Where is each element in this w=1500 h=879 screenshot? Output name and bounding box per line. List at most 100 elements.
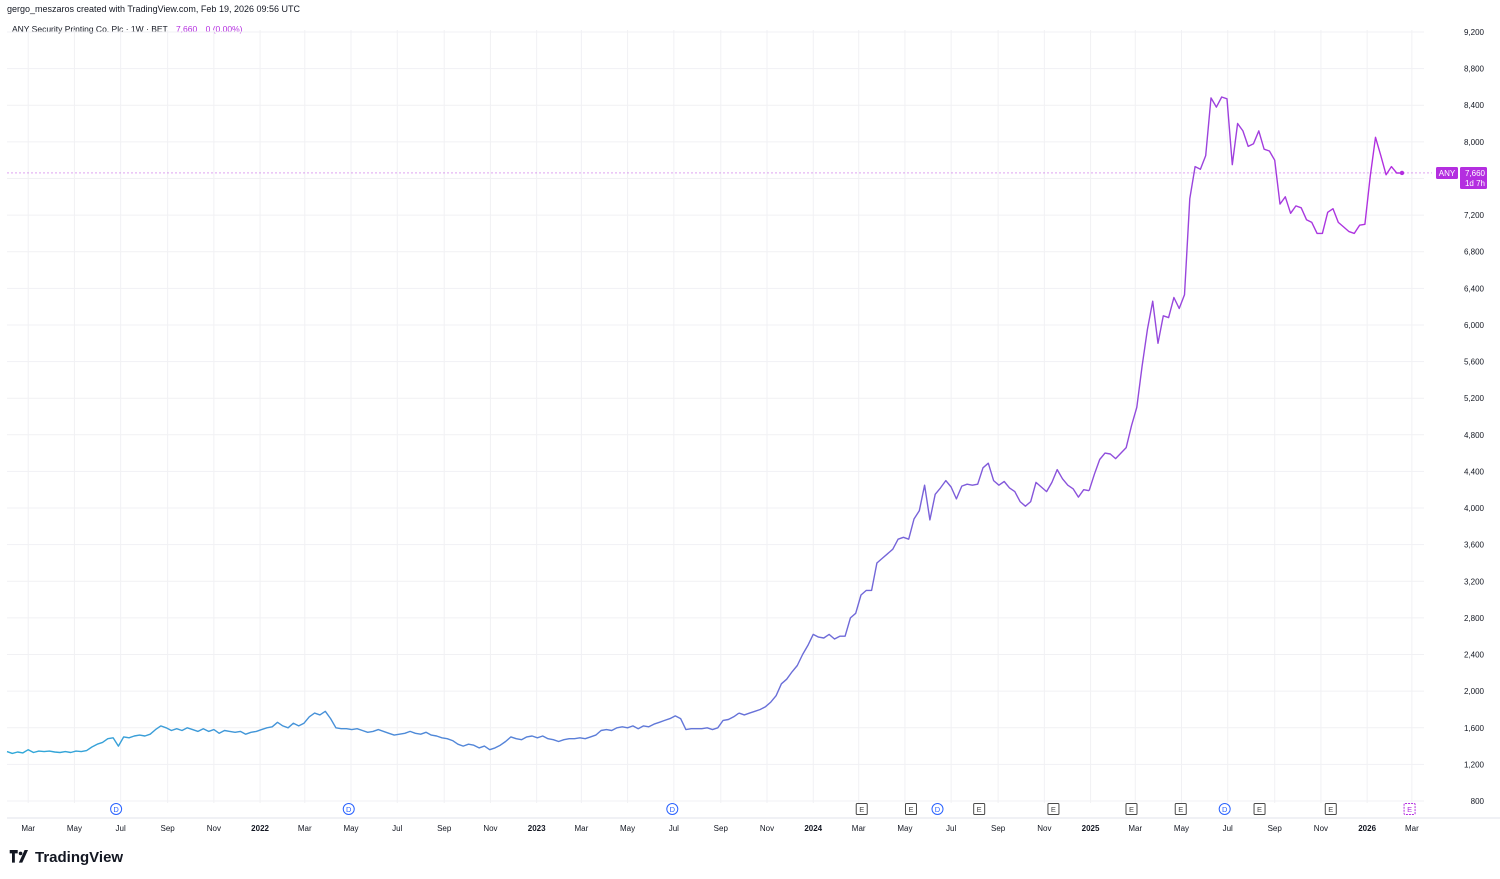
y-tick-label: 8,400	[1464, 101, 1485, 110]
price-axis[interactable]: 9,2008,8008,4008,0007,6007,2006,8006,400…	[1464, 28, 1485, 806]
earnings-marker[interactable]: E	[1125, 803, 1138, 815]
x-tick-label: Mar	[1405, 824, 1419, 833]
tradingview-logo-icon	[9, 849, 28, 863]
dividend-marker[interactable]: D	[931, 803, 944, 815]
x-tick-label: Sep	[991, 824, 1006, 833]
price-line	[6, 710, 740, 755]
x-tick-label: May	[67, 824, 82, 833]
y-tick-label: 2,000	[1464, 687, 1485, 696]
earnings-letter: E	[1257, 805, 1262, 814]
y-tick-label: 4,800	[1464, 431, 1485, 440]
earnings-icon	[1253, 803, 1266, 815]
dividend-letter: D	[670, 805, 676, 814]
x-tick-label: Mar	[1128, 824, 1142, 833]
earnings-letter: E	[1178, 805, 1183, 814]
x-tick-label: Sep	[1268, 824, 1283, 833]
x-tick-label: 2022	[251, 824, 269, 833]
earnings-letter: E	[977, 805, 982, 814]
x-tick-label: Mar	[852, 824, 866, 833]
earnings-marker[interactable]: E	[904, 803, 917, 815]
x-tick-label: Nov	[207, 824, 221, 833]
price-tag-value: 7,660	[1465, 169, 1486, 178]
time-axis[interactable]: Mar May Jul Sep Nov 2022 Mar May Jul Sep Nov 2023 Ma…	[7, 817, 1500, 833]
x-tick-label: May	[343, 824, 358, 833]
y-tick-label: 800	[1471, 797, 1485, 806]
y-tick-label: 6,400	[1464, 284, 1485, 293]
y-tick-label: 5,200	[1464, 394, 1485, 403]
y-tick-label: 3,600	[1464, 541, 1485, 550]
x-tick-label: May	[897, 824, 912, 833]
x-tick-label: Sep	[714, 824, 729, 833]
y-tick-label: 1,600	[1464, 724, 1485, 733]
earnings-marker[interactable]: E	[1174, 803, 1187, 815]
x-tick-label: Jul	[669, 824, 679, 833]
dividend-icon	[342, 803, 355, 815]
earnings-icon	[1324, 803, 1337, 815]
x-tick-label: Sep	[437, 824, 452, 833]
y-tick-label: 1,200	[1464, 760, 1485, 769]
dividend-marker[interactable]: D	[110, 803, 123, 815]
x-tick-label: Mar	[574, 824, 588, 833]
x-tick-label: Sep	[161, 824, 176, 833]
price-tag-countdown: 1d 7h	[1465, 179, 1485, 188]
y-tick-label: 2,400	[1464, 651, 1485, 660]
x-tick-label: 2023	[528, 824, 546, 833]
earnings-marker[interactable]: E	[973, 803, 986, 815]
earnings-marker[interactable]: E	[1047, 803, 1060, 815]
x-tick-label: 2024	[804, 824, 822, 833]
x-tick-label: Jul	[116, 824, 126, 833]
earnings-letter: E	[859, 805, 864, 814]
earnings-icon	[1125, 803, 1138, 815]
earnings-letter: E	[1407, 805, 1412, 814]
y-tick-label: 6,000	[1464, 321, 1485, 330]
price-line	[1088, 96, 1402, 491]
x-tick-label: May	[1174, 824, 1189, 833]
y-tick-label: 2,800	[1464, 614, 1485, 623]
dividend-icon	[931, 803, 944, 815]
y-tick-label: 6,800	[1464, 248, 1485, 257]
earnings-marker[interactable]: E	[855, 803, 868, 815]
earnings-marker[interactable]: E	[1253, 803, 1266, 815]
symbol-tag-label: ANY	[1439, 169, 1456, 178]
dividend-letter: D	[1222, 805, 1228, 814]
symbol-legend[interactable]: ANY Security Printing Co. Plc · 1W · BET…	[12, 24, 242, 34]
x-tick-label: Nov	[1037, 824, 1051, 833]
brand-name: TradingView	[35, 849, 124, 866]
earnings-icon	[973, 803, 986, 815]
earnings-icon	[1047, 803, 1060, 815]
dividend-marker[interactable]: D	[342, 803, 355, 815]
x-tick-label: Nov	[1314, 824, 1328, 833]
dividend-icon	[1218, 803, 1231, 815]
earnings-letter: E	[1051, 805, 1056, 814]
dividend-marker[interactable]: D	[1218, 803, 1231, 815]
x-tick-label: Nov	[760, 824, 774, 833]
dividend-marker[interactable]: D	[666, 803, 679, 815]
x-tick-label: 2025	[1082, 824, 1100, 833]
symbol-tag-bg	[1436, 166, 1458, 179]
x-tick-label: Jul	[392, 824, 402, 833]
earnings-icon	[1403, 803, 1416, 815]
chart-credit: gergo_meszaros created with TradingView.…	[7, 4, 300, 14]
x-tick-label: May	[620, 824, 635, 833]
dividend-letter: D	[113, 805, 119, 814]
dividend-letter: D	[935, 805, 941, 814]
x-tick-label: Mar	[298, 824, 312, 833]
dividend-icon	[666, 803, 679, 815]
y-tick-label: 8,000	[1464, 138, 1485, 147]
y-tick-label: 4,000	[1464, 504, 1485, 513]
tradingview-brand[interactable]: TradingView	[8, 849, 123, 866]
y-tick-label: 7,200	[1464, 211, 1485, 220]
earnings-marker[interactable]: E	[1403, 803, 1416, 815]
last-price-dot	[1399, 170, 1405, 176]
earnings-letter: E	[1328, 805, 1333, 814]
earnings-marker[interactable]: E	[1324, 803, 1337, 815]
price-tag-bg	[1460, 166, 1487, 189]
price-line	[738, 462, 1090, 716]
x-tick-label: Jul	[1223, 824, 1233, 833]
legend-change: 0 (0.00%)	[205, 24, 243, 34]
x-tick-label: Mar	[21, 824, 35, 833]
price-series	[6, 96, 1405, 755]
